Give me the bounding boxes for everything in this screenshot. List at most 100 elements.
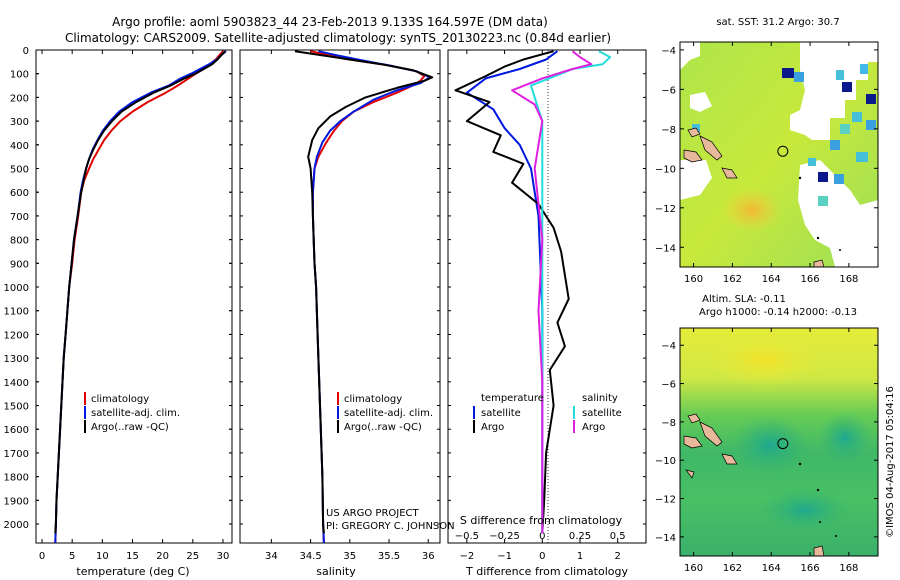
- depth-tick-label: 1600: [4, 425, 29, 436]
- depth-tick-label: 1200: [4, 330, 29, 341]
- depth-tick-label: 1400: [4, 378, 29, 389]
- series-line-satellite-adj-clim-: [54, 50, 227, 544]
- island-shape: [721, 167, 738, 179]
- sst-pixel: [830, 140, 840, 150]
- sla-map-frame: [679, 327, 879, 557]
- depth-tick-label: 1300: [4, 354, 29, 365]
- series-line-argo-raw-qc-: [54, 50, 227, 534]
- sst-pixel: [836, 70, 844, 80]
- sst-pixel: [808, 158, 816, 166]
- island-dot: [839, 249, 841, 251]
- depth-tick-label: 900: [10, 259, 29, 270]
- series-line-climatology: [54, 50, 224, 544]
- depth-tick-label: 1500: [4, 402, 29, 413]
- imos-watermark: ©IMOS 04-Aug-2017 05:04:16: [885, 386, 896, 538]
- difference-axes-frame: [447, 49, 647, 544]
- depth-tick-label: 500: [10, 165, 29, 176]
- sst-map-frame: [679, 41, 879, 268]
- legend-climatology-label: climatology: [344, 394, 402, 405]
- sst-pixel: [842, 82, 852, 92]
- profile-location-marker: [777, 145, 789, 157]
- depth-tick-label: 1800: [4, 473, 29, 484]
- map-x-tick-label: 164: [762, 563, 781, 574]
- map-y-tick-label: −10: [655, 456, 676, 467]
- map-x-tick-label: 164: [762, 274, 781, 285]
- sst-missing-data-ne: [790, 42, 878, 140]
- s-difference-label: S difference from climatology: [460, 514, 623, 527]
- difference-series: [454, 50, 612, 534]
- sst-warm-patch: [722, 188, 782, 232]
- sla-low-patch: [760, 488, 850, 532]
- depth-tick-label: 1100: [4, 307, 29, 318]
- series-line-s-argo: [511, 50, 593, 534]
- island-dot: [816, 236, 820, 240]
- salinity-series: [294, 50, 434, 544]
- island-dot: [816, 488, 820, 492]
- x-tick-label: 20: [156, 551, 169, 562]
- island-shape: [687, 127, 701, 138]
- island-dot: [798, 176, 802, 180]
- series-line-satellite-adj-clim-: [311, 50, 431, 544]
- difference-panel: −2 −1 0 1 2 −0.5 −0.25 0 0.25 0.5 S difference fr…: [447, 49, 647, 578]
- legend-s-satellite-label: satellite: [582, 408, 622, 419]
- depth-tick-label: 1900: [4, 496, 29, 507]
- x-tick-label: 0: [539, 551, 545, 562]
- island-shape: [813, 545, 825, 556]
- s-tick-label: 0: [539, 531, 545, 542]
- sst-missing-data-w: [690, 92, 712, 112]
- legend-satellite-label: satellite-adj. clim.: [344, 408, 433, 419]
- temperature-x-ticks: 0 5 10 15 20 25 30: [36, 49, 232, 562]
- sla-low-patch: [730, 415, 810, 475]
- depth-tick-label: 700: [10, 212, 29, 223]
- island-shape: [683, 435, 703, 449]
- island-shape: [699, 421, 723, 447]
- depth-tick-label: 200: [10, 93, 29, 104]
- map-x-tick-label: 162: [723, 274, 742, 285]
- sst-map-ticks: 160 162 164 166 168 −4 −6 −8 −10 −12 −14: [655, 42, 878, 285]
- sst-pixel: [866, 120, 876, 130]
- temperature-panel: 0100200300400500600700800900100011001200…: [4, 46, 233, 578]
- s-tick-label: −0.25: [489, 531, 520, 542]
- salinity-panel: 34 34.5 35 35.5 36 salinity climatology sate…: [239, 49, 455, 578]
- figure-title-line-1: Argo profile: aoml 5903823_44 23-Feb-201…: [112, 15, 548, 29]
- x-tick-label: 35.5: [378, 551, 400, 562]
- x-tick-label: 34.5: [299, 551, 321, 562]
- sst-pixel: [860, 64, 868, 74]
- legend-argo-label: Argo(..raw -QC): [91, 422, 169, 433]
- x-tick-label: 1: [577, 551, 583, 562]
- island-dot: [819, 521, 821, 523]
- legend-salinity-title: salinity: [582, 393, 618, 404]
- x-tick-label: 34: [265, 551, 278, 562]
- map-y-tick-label: −6: [661, 85, 676, 96]
- map-y-tick-label: −12: [655, 204, 676, 215]
- difference-x-ticks: −2 −1 0 1 2 −0.5 −0.25 0 0.25 0.5: [448, 49, 646, 562]
- depth-tick-label: 100: [10, 70, 29, 81]
- t-difference-label: T difference from climatology: [465, 565, 628, 578]
- island-shape: [683, 149, 703, 163]
- sst-map-title: sat. SST: 31.2 Argo: 30.7: [716, 17, 839, 28]
- sst-missing-data-nw: [680, 42, 700, 70]
- depth-tick-label: 300: [10, 117, 29, 128]
- depth-axis: 0 100 200 300 400 500 600 700 800 900 1000 1100 1200…: [4, 46, 232, 531]
- legend-argo-label: Argo(..raw -QC): [344, 422, 422, 433]
- map-x-tick-label: 160: [684, 563, 703, 574]
- salinity-legend: climatology satellite-adj. clim. Argo(..…: [337, 392, 433, 433]
- sst-pixel: [794, 72, 804, 82]
- sla-map-title-line-2: Argo h1000: -0.14 h2000: -0.13: [699, 307, 857, 318]
- temperature-series: [54, 50, 227, 544]
- map-x-tick-label: 162: [723, 563, 742, 574]
- s-tick-label: −0.5: [455, 531, 479, 542]
- sla-high-patch: [705, 334, 825, 386]
- legend-s-argo-label: Argo: [582, 422, 605, 433]
- x-tick-label: 35: [343, 551, 356, 562]
- sla-field: [680, 328, 878, 556]
- sst-map-panel: sat. SST: 31.2 Argo: 30.7: [655, 17, 879, 285]
- depth-tick-label: 1000: [4, 283, 29, 294]
- x-tick-label: 0: [39, 551, 45, 562]
- island-dot: [798, 462, 802, 466]
- sst-pixel: [782, 68, 794, 78]
- map-x-tick-label: 166: [801, 274, 820, 285]
- project-line-1: US ARGO PROJECT: [326, 508, 420, 519]
- sst-pixel: [834, 174, 844, 184]
